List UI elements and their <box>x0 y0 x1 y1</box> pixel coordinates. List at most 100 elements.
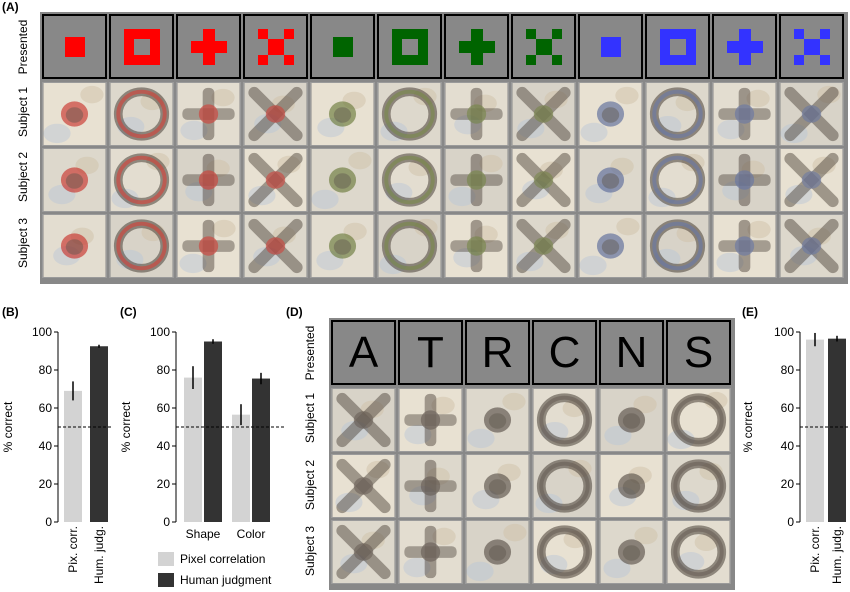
presented-letter: S <box>683 327 714 377</box>
reconstruction-image <box>310 214 375 278</box>
stimulus-shape-x <box>525 28 562 65</box>
y-tick-label: 60 <box>781 401 795 415</box>
reconstruction-image <box>645 82 710 146</box>
presented-letter-cell: S <box>666 320 731 385</box>
presented-letter: A <box>348 327 379 377</box>
y-tick-label: 60 <box>39 401 53 415</box>
bar <box>828 338 846 522</box>
y-tick-label: 80 <box>39 363 53 377</box>
y-tick-label: 100 <box>32 325 52 339</box>
chart-b: % correct 0 20 40 60 80 100 Pix. corr. Hum. judg… <box>1 325 112 584</box>
reconstruction-image <box>712 82 777 146</box>
reconstruction-image <box>331 520 396 584</box>
reconstruction-grid-d <box>331 388 731 584</box>
panel-label-e: (E) <box>742 305 758 319</box>
row-label-subject-1-d: Subject 1 <box>303 392 317 444</box>
reconstruction-image <box>712 214 777 278</box>
presented-letter-cell: T <box>398 320 463 385</box>
y-tick-label: 0 <box>163 515 170 529</box>
reconstruction-image <box>176 148 241 212</box>
reconstruction-image <box>42 148 107 212</box>
y-tick-label: 0 <box>45 515 52 529</box>
presented-letter: R <box>481 327 514 377</box>
stimulus-shape-plus <box>458 28 495 65</box>
reconstruction-image <box>42 82 107 146</box>
panel-label-a: (A) <box>2 0 19 14</box>
bar <box>232 414 250 522</box>
letter-reconstruction-row <box>331 520 731 584</box>
y-tick-label: 20 <box>781 477 795 491</box>
reconstruction-row <box>42 148 844 212</box>
stimulus-square-4 <box>310 14 375 79</box>
bar <box>204 341 222 522</box>
stimulus-shape-frame <box>391 28 428 65</box>
reconstruction-image <box>511 82 576 146</box>
reconstruction-image <box>599 520 664 584</box>
panel-label-d: (D) <box>286 305 303 319</box>
reconstruction-image <box>444 82 509 146</box>
bar <box>252 378 270 522</box>
y-tick-label: 100 <box>774 325 794 339</box>
y-tick-label: 20 <box>157 477 171 491</box>
reconstruction-image <box>398 388 463 452</box>
reconstruction-image <box>779 148 844 212</box>
presented-letter-cell: R <box>465 320 530 385</box>
stimulus-shape-plus <box>190 28 227 65</box>
reconstruction-image <box>666 520 731 584</box>
letter-reconstruction-row <box>331 454 731 518</box>
y-axis-label: % correct <box>119 401 133 452</box>
y-tick-label: 40 <box>781 439 795 453</box>
reconstruction-grid-a <box>42 82 844 278</box>
stimulus-plus-10 <box>712 14 777 79</box>
presented-stimuli-row <box>42 14 844 79</box>
category-label: Pix. corr. <box>808 526 822 573</box>
stimulus-x-7 <box>511 14 576 79</box>
reconstruction-image <box>398 520 463 584</box>
reconstruction-image <box>578 82 643 146</box>
category-label: Hum. judg. <box>92 526 106 584</box>
reconstruction-image <box>243 82 308 146</box>
presented-letter: N <box>615 327 648 377</box>
stimulus-plus-6 <box>444 14 509 79</box>
stimulus-shape-x <box>793 28 830 65</box>
stimulus-shape-frame <box>659 28 696 65</box>
stimulus-square-8 <box>578 14 643 79</box>
stimulus-shape-square <box>64 36 85 57</box>
row-label-subject-3-d: Subject 3 <box>303 525 317 577</box>
reconstruction-image <box>176 82 241 146</box>
presented-letter-cell: N <box>599 320 664 385</box>
reconstruction-image <box>666 388 731 452</box>
reconstruction-image <box>578 148 643 212</box>
y-axis-label: % correct <box>741 401 755 452</box>
reconstruction-image <box>645 214 710 278</box>
reconstruction-image <box>599 388 664 452</box>
bar <box>64 390 82 522</box>
reconstruction-image <box>398 454 463 518</box>
reconstruction-image <box>578 214 643 278</box>
letter-reconstruction-row <box>331 388 731 452</box>
y-axis-label: % correct <box>1 401 15 452</box>
legend-pixel-correlation-swatch <box>158 552 174 566</box>
reconstruction-image <box>176 214 241 278</box>
stimulus-shape-square <box>600 36 621 57</box>
row-label-subject-2-d: Subject 2 <box>303 459 317 511</box>
reconstruction-image <box>712 148 777 212</box>
stimulus-shape-x <box>257 28 294 65</box>
reconstruction-image <box>331 388 396 452</box>
reconstruction-image <box>444 214 509 278</box>
reconstruction-image <box>645 148 710 212</box>
reconstruction-image <box>243 148 308 212</box>
reconstruction-image <box>310 82 375 146</box>
y-tick-label: 100 <box>150 325 170 339</box>
reconstruction-image <box>779 214 844 278</box>
row-label-subject-3: Subject 3 <box>16 217 30 269</box>
y-tick-label: 80 <box>157 363 171 377</box>
category-label: Hum. judg. <box>830 526 844 584</box>
bar <box>90 346 108 522</box>
legend-pixel-correlation-label: Pixel correlation <box>180 552 265 566</box>
presented-letter: T <box>417 327 444 377</box>
reconstruction-row <box>42 82 844 146</box>
reconstruction-row <box>42 214 844 278</box>
presented-letter-cell: A <box>331 320 396 385</box>
row-label-presented: Presented <box>16 19 30 75</box>
